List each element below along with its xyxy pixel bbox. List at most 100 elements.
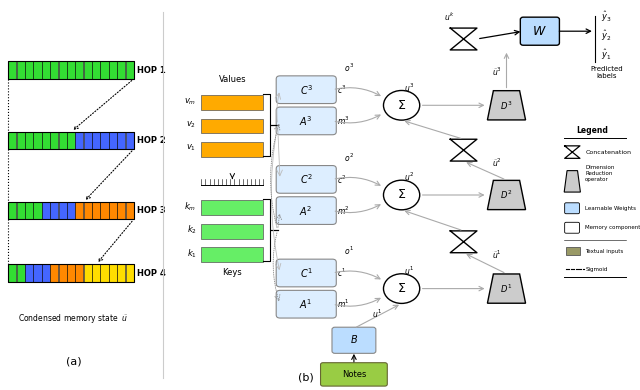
Text: $o^1$: $o^1$ — [344, 245, 355, 257]
Text: $A^1$: $A^1$ — [300, 297, 313, 311]
Text: $k_m$: $k_m$ — [184, 200, 196, 213]
Text: HOP 3: HOP 3 — [137, 206, 166, 215]
Bar — [202, 119, 263, 133]
Text: Predicted
labels: Predicted labels — [590, 66, 623, 79]
Bar — [25, 264, 33, 282]
Bar — [50, 202, 58, 219]
Polygon shape — [564, 171, 580, 192]
Text: $C^3$: $C^3$ — [300, 83, 313, 97]
Bar — [109, 202, 117, 219]
Bar — [84, 264, 92, 282]
FancyBboxPatch shape — [276, 197, 336, 224]
Bar — [202, 224, 263, 239]
Polygon shape — [488, 274, 525, 303]
FancyBboxPatch shape — [564, 222, 579, 233]
Text: Concatenation: Concatenation — [585, 150, 631, 154]
Bar — [17, 264, 25, 282]
Text: $\Sigma$: $\Sigma$ — [397, 188, 406, 202]
Bar — [50, 62, 58, 79]
Text: (b): (b) — [298, 372, 314, 382]
Text: $D^1$: $D^1$ — [500, 282, 513, 295]
Bar — [125, 62, 134, 79]
Bar — [42, 131, 50, 149]
Text: Condensed memory state  $\widetilde{u}$: Condensed memory state $\widetilde{u}$ — [18, 312, 129, 325]
Bar — [76, 131, 83, 149]
Bar — [117, 131, 125, 149]
Bar — [76, 264, 83, 282]
Text: $m^3$: $m^3$ — [337, 115, 350, 127]
FancyBboxPatch shape — [276, 290, 336, 318]
Text: $u^k$: $u^k$ — [444, 11, 454, 23]
Bar — [17, 62, 25, 79]
Bar — [84, 131, 92, 149]
Bar — [67, 62, 75, 79]
Text: $C^1$: $C^1$ — [300, 266, 313, 280]
Bar — [202, 200, 263, 215]
Text: $v_2$: $v_2$ — [186, 120, 196, 130]
Bar — [33, 131, 42, 149]
Bar — [92, 131, 100, 149]
Text: $\hat{y}_2$: $\hat{y}_2$ — [602, 28, 612, 43]
Bar — [100, 202, 109, 219]
Bar — [125, 202, 134, 219]
Bar — [76, 202, 83, 219]
Bar — [59, 264, 67, 282]
Bar — [100, 62, 109, 79]
Bar — [8, 62, 17, 79]
Bar — [84, 62, 92, 79]
Bar — [25, 202, 33, 219]
Text: $c^2$: $c^2$ — [337, 173, 347, 186]
Text: $u^3$: $u^3$ — [404, 81, 414, 94]
Bar — [92, 62, 100, 79]
Bar — [566, 247, 580, 255]
Bar — [33, 264, 42, 282]
Bar — [100, 131, 109, 149]
Bar — [59, 131, 67, 149]
Bar — [8, 202, 17, 219]
Bar — [76, 62, 83, 79]
Bar — [109, 264, 117, 282]
Text: $o^2$: $o^2$ — [344, 151, 355, 164]
Bar — [109, 62, 117, 79]
Bar — [92, 202, 100, 219]
Text: $D^3$: $D^3$ — [500, 99, 513, 112]
Text: $A^2$: $A^2$ — [300, 204, 313, 218]
Circle shape — [383, 274, 420, 303]
Bar — [17, 202, 25, 219]
Text: Values: Values — [218, 75, 246, 84]
Text: HOP 4: HOP 4 — [137, 268, 166, 278]
FancyBboxPatch shape — [332, 327, 376, 353]
Text: $\Sigma$: $\Sigma$ — [397, 99, 406, 112]
Bar — [109, 131, 117, 149]
FancyBboxPatch shape — [276, 76, 336, 103]
Text: $u^2$: $u^2$ — [404, 171, 414, 183]
Polygon shape — [488, 91, 525, 120]
Bar — [42, 62, 50, 79]
Text: Sigmoid: Sigmoid — [585, 267, 607, 271]
Text: Notes: Notes — [342, 370, 366, 379]
Bar — [202, 247, 263, 262]
Text: $k_2$: $k_2$ — [187, 224, 196, 236]
Text: $W$: $W$ — [532, 25, 547, 38]
Bar — [92, 264, 100, 282]
Text: $c^1$: $c^1$ — [337, 267, 347, 279]
Bar — [25, 62, 33, 79]
Bar — [8, 202, 134, 219]
Text: $A^3$: $A^3$ — [300, 114, 313, 128]
Bar — [117, 202, 125, 219]
Text: $\widetilde{u}^2$: $\widetilde{u}^2$ — [492, 156, 502, 168]
Bar — [202, 142, 263, 157]
Text: $k_1$: $k_1$ — [187, 247, 196, 260]
Bar — [42, 202, 50, 219]
Bar — [100, 264, 109, 282]
Bar — [25, 131, 33, 149]
Text: Legend: Legend — [577, 126, 608, 135]
FancyBboxPatch shape — [276, 107, 336, 135]
Bar — [125, 264, 134, 282]
Text: $\hat{y}_3$: $\hat{y}_3$ — [602, 9, 612, 23]
Text: Memory component: Memory component — [585, 225, 640, 230]
FancyBboxPatch shape — [564, 203, 579, 214]
Bar — [8, 131, 134, 149]
Bar — [84, 202, 92, 219]
Bar — [50, 264, 58, 282]
